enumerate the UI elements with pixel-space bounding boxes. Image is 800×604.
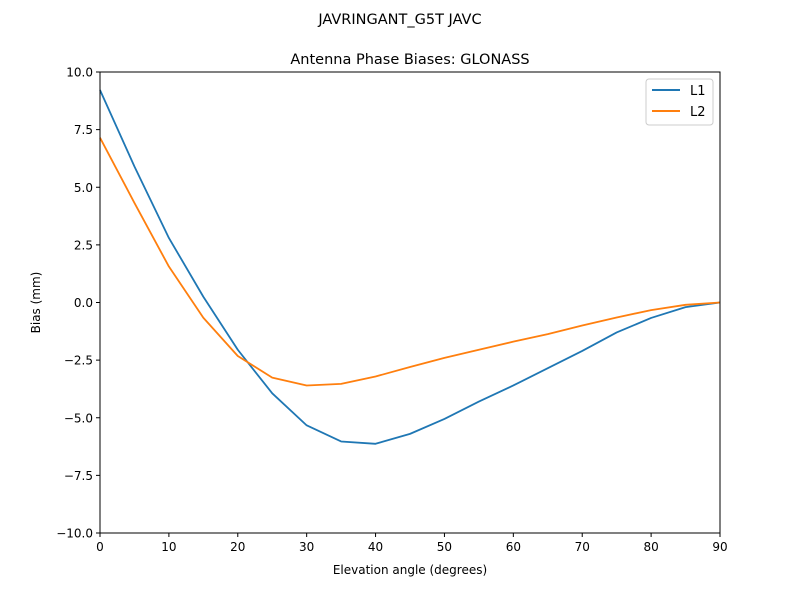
x-tick-label: 50 [437,540,452,554]
x-tick-label: 20 [230,540,245,554]
x-tick-label: 0 [96,540,104,554]
y-tick-label: −7.5 [64,469,93,483]
chart-suptitle: JAVRINGANT_G5T JAVC [317,12,481,28]
y-tick-label: 10.0 [66,66,93,80]
x-tick-label: 70 [575,540,590,554]
legend-label-l2: L2 [690,105,706,120]
plot-frame [99,71,721,534]
y-tick-label: 7.5 [74,123,93,137]
x-axis-label: Elevation angle (degrees) [333,563,487,577]
x-tick-label: 40 [368,540,383,554]
x-tick-label: 10 [161,540,176,554]
y-tick-label: −2.5 [64,354,93,368]
series-line-l2 [99,137,721,387]
legend: L1 L2 [645,78,714,126]
x-tick-label: 60 [506,540,521,554]
chart-title: Antenna Phase Biases: GLONASS [290,52,529,68]
legend-label-l1: L1 [690,84,706,99]
x-tick-label: 80 [643,540,658,554]
y-tick-label: 2.5 [74,238,93,252]
x-tick-label: 90 [712,540,727,554]
series-line-l1 [99,89,721,445]
y-axis-label: Bias (mm) [29,272,43,334]
x-tick-label: 30 [299,540,314,554]
y-tick-label: −5.0 [64,411,93,425]
y-tick-label: 0.0 [74,296,93,310]
y-tick-label: −10.0 [56,527,93,541]
y-tick-label: 5.0 [74,181,93,195]
